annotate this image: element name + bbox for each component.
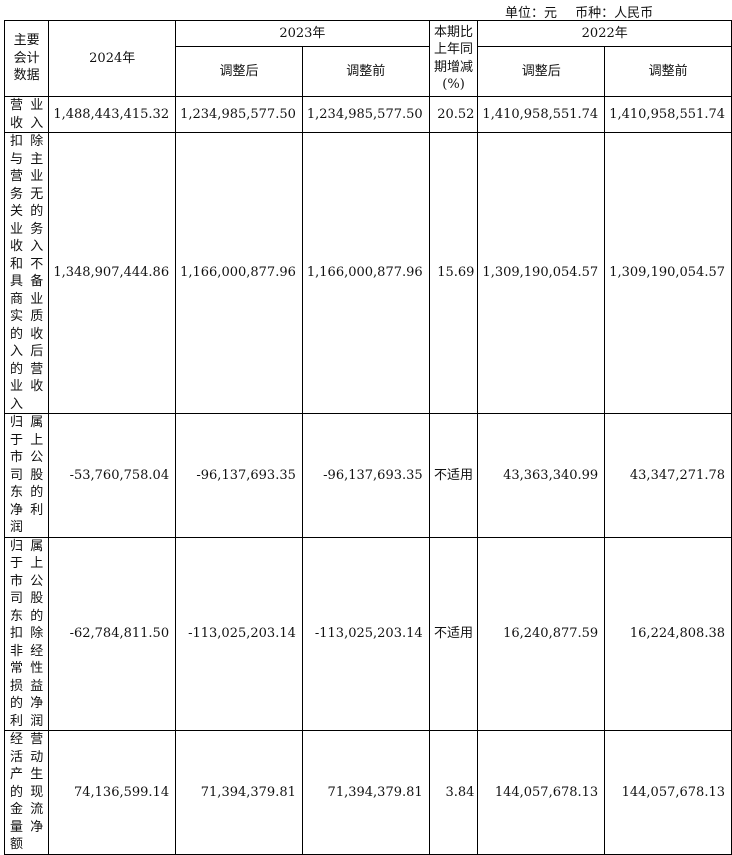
value-2023-pre: 1,234,985,577.50 xyxy=(301,96,430,133)
header-2023: 2023年 xyxy=(175,20,430,47)
value-2024: 74,136,599.14 xyxy=(48,730,177,855)
value-2023-pre: 1,166,000,877.96 xyxy=(301,132,430,414)
header-2023-pre: 调整前 xyxy=(301,46,430,97)
header-2023-adjusted: 调整后 xyxy=(175,46,303,97)
accounting-data-table: 主要会计数据 2024年 2023年 本期比上年同期增减(%) 2022年 调整… xyxy=(3,20,732,855)
table-row: 营业收入 1,488,443,415.32 1,234,985,577.50 1… xyxy=(3,96,732,133)
value-change: 20.52 xyxy=(428,96,479,133)
header-2022-pre: 调整前 xyxy=(604,46,732,97)
row-label: 扣除与主营业务无关的业务收入和不具备商业实质的收入后的营业收入 xyxy=(3,132,50,414)
header-2024: 2024年 xyxy=(48,20,177,97)
table-row: 归属于上市公司股东的扣除非经常性损益的净利润 -62,784,811.50 -1… xyxy=(3,536,732,731)
row-label: 经营活动产生的现金流量净额 xyxy=(3,730,50,855)
row-label: 归属于上市公司股东的扣除非经常性损益的净利润 xyxy=(3,536,50,731)
header-metric: 主要会计数据 xyxy=(3,20,50,97)
value-2022-adjusted: 43,363,340.99 xyxy=(477,413,606,538)
value-2022-pre: 144,057,678.13 xyxy=(604,730,732,855)
value-2023-adjusted: 1,234,985,577.50 xyxy=(175,96,303,133)
row-label: 营业收入 xyxy=(3,96,50,133)
value-change: 15.69 xyxy=(428,132,479,414)
value-change: 不适用 xyxy=(428,536,479,731)
value-2024: 1,348,907,444.86 xyxy=(48,132,177,414)
row-label: 归属于上市公司股东的净利润 xyxy=(3,413,50,538)
value-2024: -62,784,811.50 xyxy=(48,536,177,731)
table-row: 归属于上市公司股东的净利润 -53,760,758.04 -96,137,693… xyxy=(3,413,732,538)
table-row: 经营活动产生的现金流量净额 74,136,599.14 71,394,379.8… xyxy=(3,730,732,855)
unit-line: 单位：元 币种：人民币 xyxy=(505,2,667,21)
value-2023-pre: 71,394,379.81 xyxy=(301,730,430,855)
value-change: 3.84 xyxy=(428,730,479,855)
header-2022-adjusted: 调整后 xyxy=(477,46,606,97)
unit-label: 单位：元 xyxy=(505,6,558,21)
header-change: 本期比上年同期增减(%) xyxy=(428,20,479,97)
value-2022-adjusted: 1,410,958,551.74 xyxy=(477,96,606,133)
value-2022-pre: 1,410,958,551.74 xyxy=(604,96,732,133)
value-2023-pre: -96,137,693.35 xyxy=(301,413,430,538)
value-2022-pre: 16,224,808.38 xyxy=(604,536,732,731)
header-2022: 2022年 xyxy=(477,20,732,47)
value-2023-adjusted: 1,166,000,877.96 xyxy=(175,132,303,414)
value-2022-adjusted: 1,309,190,054.57 xyxy=(477,132,606,414)
value-2023-pre: -113,025,203.14 xyxy=(301,536,430,731)
value-2022-pre: 1,309,190,054.57 xyxy=(604,132,732,414)
table-row: 扣除与主营业务无关的业务收入和不具备商业实质的收入后的营业收入 1,348,90… xyxy=(3,132,732,414)
header-row-2: 调整后 调整前 调整后 调整前 xyxy=(5,46,732,97)
header-row-1: 主要会计数据 2024年 2023年 本期比上年同期增减(%) 2022年 xyxy=(3,20,732,97)
value-2023-adjusted: -96,137,693.35 xyxy=(175,413,303,538)
value-2022-adjusted: 16,240,877.59 xyxy=(477,536,606,731)
value-2023-adjusted: 71,394,379.81 xyxy=(175,730,303,855)
value-2022-pre: 43,347,271.78 xyxy=(604,413,732,538)
currency-label: 币种：人民币 xyxy=(575,6,654,21)
value-2024: 1,488,443,415.32 xyxy=(48,96,177,133)
value-2024: -53,760,758.04 xyxy=(48,413,177,538)
value-2022-adjusted: 144,057,678.13 xyxy=(477,730,606,855)
value-2023-adjusted: -113,025,203.14 xyxy=(175,536,303,731)
value-change: 不适用 xyxy=(428,413,479,538)
